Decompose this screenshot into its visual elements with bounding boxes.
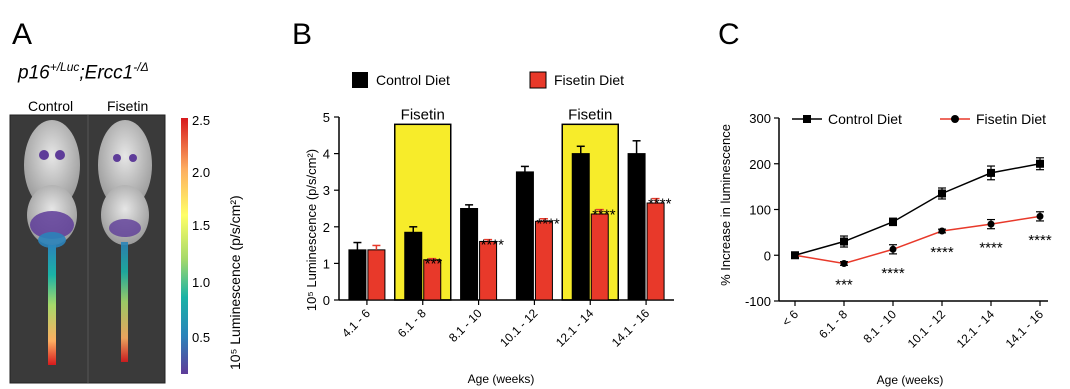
- x-tick-label: 14.1 - 16: [1003, 307, 1047, 351]
- significance-label: ****: [481, 237, 505, 254]
- bar-chart: Control Diet Fisetin Diet Fisetin Fiseti…: [304, 71, 674, 386]
- y-tick-label: 1: [323, 256, 330, 271]
- x-tick-label: 8.1 - 10: [860, 307, 899, 346]
- x-tick-label: 8.1 - 10: [446, 306, 485, 345]
- colorbar-label-svg: 10⁵ Luminescence (p/s/cm²): [227, 195, 243, 370]
- control-bar: [627, 153, 646, 301]
- y-axis-label: 10⁵ Luminescence (p/s/cm²): [304, 149, 319, 311]
- control-bar: [515, 171, 534, 301]
- y-tick-label: 2: [323, 220, 330, 235]
- colorbar-tick: 0.5: [192, 330, 211, 345]
- y-tick-label: 200: [749, 157, 771, 172]
- x-tick-label: 10.1 - 12: [497, 306, 541, 350]
- fisetin-bar: [590, 213, 609, 301]
- y-axis-label: % Increase in luminescence: [718, 124, 733, 286]
- x-tick-label: 10.1 - 12: [905, 307, 949, 351]
- fisetin-treatment-label: Fisetin: [401, 106, 445, 123]
- fisetin-treatment-box: [394, 123, 452, 301]
- significance-label: ***: [835, 276, 853, 293]
- legend-swatch-control: [352, 72, 368, 88]
- x-tick-label: 6.1 - 8: [816, 307, 850, 341]
- fisetin-point: [889, 245, 897, 253]
- control-point: [840, 237, 848, 246]
- y-tick-label: 0: [323, 293, 330, 308]
- x-tick-label: 12.1 - 14: [954, 307, 998, 351]
- panel-a-letter: A: [12, 18, 33, 51]
- mouse-label-control: Control: [28, 98, 74, 114]
- x-axis-label: Age (weeks): [877, 373, 944, 387]
- x-tick-label: 6.1 - 8: [395, 306, 429, 340]
- colorbar-tick: 2.0: [192, 165, 211, 180]
- line-chart: Control Diet Fisetin Diet -100 0 100 200 300…: [718, 111, 1052, 387]
- panel-b-letter: B: [292, 18, 313, 51]
- legend-marker-control: [803, 115, 811, 123]
- control-bar: [404, 231, 423, 301]
- control-point: [889, 217, 897, 226]
- colorbar-tick: 2.5: [192, 113, 211, 128]
- mouse-label-fisetin: Fisetin: [107, 98, 149, 114]
- fisetin-point: [840, 259, 848, 267]
- y-tick-label: 0: [764, 248, 771, 263]
- colorbar-label: 10⁵ Luminescence (p/s/cm²): [227, 195, 243, 370]
- genotype-mid: ;Ercc1: [79, 62, 134, 84]
- fisetin-bar: [367, 249, 386, 301]
- significance-label: ****: [881, 265, 905, 282]
- significance-label: ****: [592, 207, 616, 224]
- control-point: [987, 168, 995, 177]
- genotype-sup1: +/Luc: [49, 60, 80, 74]
- legend-swatch-fisetin: [529, 71, 547, 89]
- legend-marker-fisetin: [951, 115, 959, 123]
- control-mouse: [24, 120, 80, 365]
- fisetin-bar: [646, 202, 665, 301]
- x-axis-label: Age (weeks): [468, 372, 535, 386]
- panel-c-letter: C: [718, 18, 740, 51]
- fisetin-bar: [534, 220, 553, 301]
- y-tick-label: 5: [323, 110, 330, 125]
- fisetin-treatment-label: Fisetin: [568, 106, 612, 123]
- y-tick-label: 3: [323, 183, 330, 198]
- control-point: [938, 189, 946, 198]
- x-tick-label: 12.1 - 14: [553, 306, 597, 350]
- control-bar: [348, 249, 367, 301]
- fisetin-mouse: [98, 120, 152, 362]
- significance-label: ***: [425, 256, 443, 273]
- colorbar-tick: 1.0: [192, 275, 211, 290]
- fisetin-point: [938, 227, 946, 235]
- fisetin-point: [791, 251, 799, 259]
- legend-label-control: Control Diet: [376, 72, 450, 88]
- control-bar: [571, 153, 590, 301]
- legend-label-fisetin: Fisetin Diet: [976, 111, 1046, 127]
- legend-label-fisetin: Fisetin Diet: [554, 72, 624, 88]
- fisetin-point: [1036, 212, 1044, 220]
- control-series-line: [794, 163, 1041, 256]
- colorbar: [181, 118, 188, 374]
- x-tick-label: < 6: [779, 307, 801, 329]
- significance-label: ****: [930, 244, 954, 261]
- luminescence-image: [9, 114, 188, 384]
- y-tick-label: 100: [749, 203, 771, 218]
- y-tick-label: -100: [745, 294, 771, 309]
- control-bar: [460, 208, 479, 301]
- x-tick-label: 14.1 - 16: [609, 306, 653, 350]
- control-point: [1036, 159, 1044, 168]
- y-tick-label: 4: [323, 147, 330, 162]
- significance-label: ****: [648, 196, 672, 213]
- genotype-base: p16: [18, 62, 50, 84]
- fisetin-treatment-box: [561, 123, 619, 301]
- significance-label: ****: [1028, 232, 1052, 249]
- fisetin-point: [987, 220, 995, 228]
- significance-label: ****: [979, 240, 1003, 257]
- significance-label: ****: [536, 216, 560, 233]
- y-tick-label: 300: [749, 111, 771, 126]
- genotype-sup2: -/Δ: [133, 60, 149, 74]
- legend-label-control: Control Diet: [828, 111, 902, 127]
- x-tick-label: 4.1 - 6: [339, 306, 373, 340]
- fisetin-series-line: [794, 215, 1041, 265]
- genotype-label: p16+/Luc;Ercc1-/Δ: [18, 60, 149, 84]
- colorbar-tick: 1.5: [192, 218, 211, 233]
